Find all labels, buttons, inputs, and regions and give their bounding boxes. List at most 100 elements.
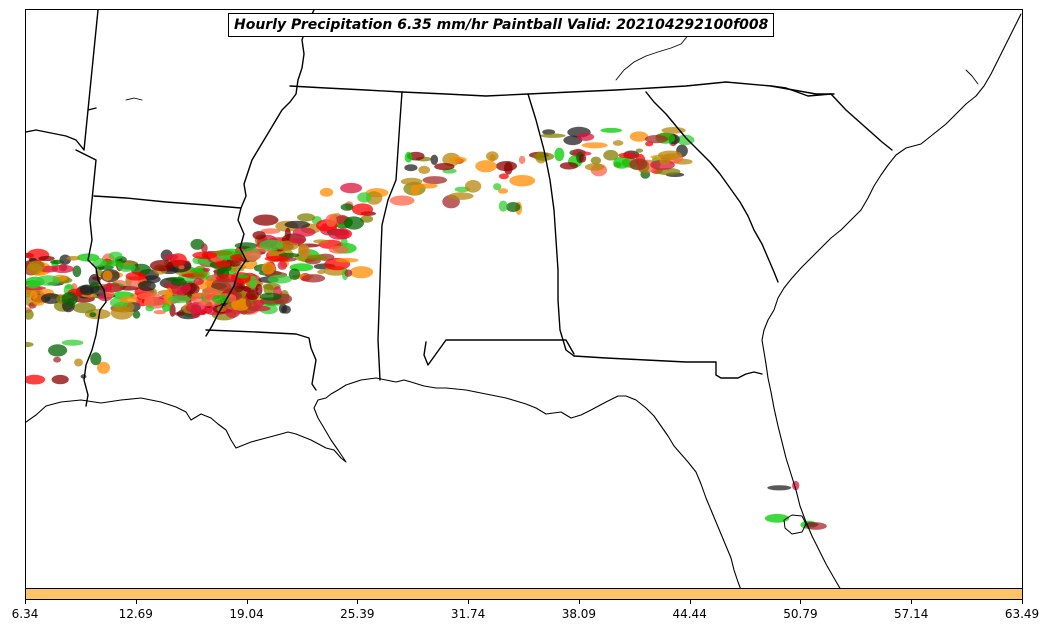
- precip-blob: [26, 374, 46, 385]
- state-border-georgia-south-carolina: [645, 91, 779, 283]
- precip-blob: [26, 341, 34, 348]
- precip-blob: [464, 180, 482, 193]
- precip-blob: [26, 309, 34, 320]
- precip-blob: [125, 271, 146, 281]
- precip-blob: [404, 164, 418, 172]
- precip-blob: [343, 216, 364, 230]
- florida-east-coast: [761, 339, 841, 588]
- colorbar-tick-label: 31.74: [450, 607, 486, 621]
- precip-blob: [344, 269, 353, 277]
- precip-blob: [404, 151, 413, 163]
- precip-blob: [53, 356, 61, 363]
- precip-blob: [202, 267, 211, 272]
- precip-blob: [211, 250, 233, 256]
- colorbar-tick-mark: [246, 600, 248, 604]
- precip-blob: [319, 187, 334, 197]
- precip-blob: [603, 149, 619, 161]
- precip-blob: [635, 148, 644, 153]
- precip-blob: [41, 293, 61, 304]
- atlantic-coastline: [761, 13, 1022, 341]
- precip-blob: [79, 284, 95, 296]
- precip-blob: [74, 358, 83, 367]
- state-border-mississippi-alabama: [377, 91, 403, 381]
- colorbar-tick-label: 25.39: [340, 607, 375, 621]
- precip-blob: [475, 160, 497, 173]
- state-border-louisiana-mississippi: [205, 329, 317, 391]
- lake-okeechobee: [783, 514, 807, 535]
- colorbar-tick-mark: [468, 600, 470, 604]
- precip-blob: [277, 260, 288, 270]
- colorbar-ticks: 6.34 12.69 19.04 25.39 31.74 38.09 44.44 50.79 5…: [12, 600, 1039, 630]
- colorbar: [25, 588, 1023, 600]
- precip-blob: [192, 251, 218, 260]
- precip-blob: [149, 260, 174, 272]
- precip-blob: [101, 283, 124, 293]
- precip-blob: [340, 203, 354, 211]
- precip-blob: [540, 133, 566, 138]
- colorbar-tick-label: 12.69: [118, 607, 153, 621]
- precip-blob: [349, 266, 374, 279]
- precip-blob: [418, 165, 431, 174]
- precip-blob: [629, 158, 648, 171]
- precip-blob: [246, 290, 259, 301]
- colorbar-tick-label: 50.79: [783, 607, 818, 621]
- colorbar-tick-label: 19.04: [229, 607, 264, 621]
- colorbar-tick-label: 44.44: [672, 607, 707, 621]
- state-border-arkansas-missouri: [87, 10, 99, 111]
- precip-blob: [110, 306, 134, 320]
- precip-blob: [292, 227, 316, 237]
- precip-blob: [417, 183, 438, 189]
- precip-blob: [190, 238, 205, 250]
- precip-blob: [448, 192, 474, 200]
- map-panel: [25, 9, 1023, 589]
- precip-blob: [252, 299, 265, 307]
- precip-blob: [584, 163, 605, 171]
- precip-blob: [145, 305, 154, 312]
- precip-blob: [505, 202, 521, 212]
- precip-blob: [211, 278, 238, 291]
- precip-blob: [243, 250, 262, 261]
- precip-blob: [167, 295, 191, 304]
- precip-blob: [498, 173, 509, 180]
- precip-blob: [612, 140, 624, 146]
- precip-blob: [162, 303, 171, 312]
- precip-blob: [249, 275, 257, 289]
- precip-blob: [297, 213, 316, 222]
- precip-blob: [317, 269, 326, 275]
- precip-blob: [518, 155, 526, 164]
- precip-blob: [237, 274, 250, 279]
- precip-blob: [252, 214, 279, 226]
- precip-blob: [92, 276, 102, 281]
- precip-blob: [61, 292, 78, 307]
- precip-blob: [495, 161, 517, 172]
- colorbar-tick-mark: [357, 600, 359, 604]
- precip-blob: [92, 258, 107, 267]
- state-border-arkansas: [93, 195, 247, 337]
- precip-blob: [400, 177, 423, 186]
- precip-blob: [138, 280, 156, 292]
- precip-blob: [170, 278, 187, 287]
- precip-blob: [72, 265, 82, 278]
- colorbar-tick-mark: [25, 600, 26, 604]
- precip-blob: [497, 188, 509, 194]
- precip-blob: [661, 127, 686, 134]
- precip-blob: [263, 284, 275, 295]
- colorbar-tick-mark: [135, 600, 137, 604]
- precip-blob: [132, 310, 141, 319]
- precip-blob: [629, 131, 649, 142]
- precip-blob: [590, 156, 602, 165]
- precip-blob: [581, 142, 608, 149]
- colorbar-tick-label: 63.49: [1004, 607, 1040, 621]
- map-canvas: [26, 10, 1022, 588]
- precip-blob: [805, 522, 827, 530]
- precip-blob: [35, 275, 61, 286]
- precip-blob: [50, 259, 65, 265]
- precip-blob: [284, 227, 291, 240]
- precipitation-paintball-layer: [26, 126, 827, 530]
- gulf-coastline: [26, 377, 741, 588]
- precip-blob: [764, 513, 790, 523]
- precip-blob: [284, 220, 310, 229]
- precip-blob: [493, 183, 502, 191]
- precip-blob: [657, 150, 683, 161]
- precip-blob: [66, 256, 81, 261]
